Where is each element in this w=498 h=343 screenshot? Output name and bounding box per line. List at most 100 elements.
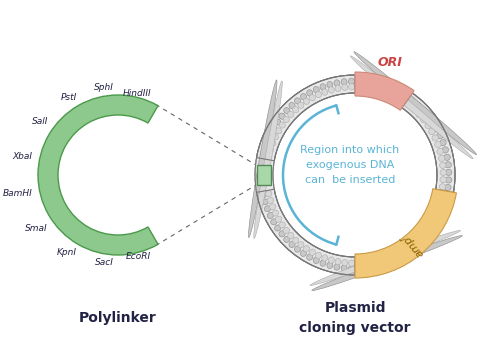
- Text: SmaI: SmaI: [25, 224, 48, 233]
- Text: SphI: SphI: [94, 83, 114, 92]
- Ellipse shape: [309, 95, 315, 101]
- Text: KpnI: KpnI: [57, 248, 77, 257]
- Ellipse shape: [445, 162, 451, 168]
- Ellipse shape: [328, 257, 334, 263]
- Text: Plasmid
cloning vector: Plasmid cloning vector: [299, 301, 411, 335]
- Text: Region into which
exogenous DNA
can  be inserted: Region into which exogenous DNA can be i…: [300, 145, 399, 185]
- Ellipse shape: [292, 106, 299, 113]
- Text: BamHI: BamHI: [2, 189, 32, 199]
- Ellipse shape: [298, 102, 304, 108]
- Ellipse shape: [300, 94, 307, 100]
- Ellipse shape: [283, 117, 289, 123]
- Ellipse shape: [272, 134, 278, 140]
- Ellipse shape: [439, 184, 446, 190]
- Ellipse shape: [315, 92, 322, 98]
- Ellipse shape: [440, 140, 446, 146]
- Ellipse shape: [414, 102, 421, 108]
- Ellipse shape: [433, 126, 440, 132]
- Ellipse shape: [265, 153, 272, 159]
- Ellipse shape: [342, 84, 348, 91]
- Text: SalI: SalI: [32, 117, 48, 126]
- Ellipse shape: [444, 154, 450, 161]
- Ellipse shape: [342, 259, 348, 266]
- Ellipse shape: [288, 233, 294, 239]
- Ellipse shape: [327, 82, 333, 88]
- Text: Polylinker: Polylinker: [79, 311, 157, 325]
- Ellipse shape: [440, 169, 447, 176]
- Ellipse shape: [300, 250, 307, 257]
- Ellipse shape: [289, 103, 295, 109]
- Ellipse shape: [349, 84, 355, 90]
- Ellipse shape: [335, 85, 341, 92]
- Wedge shape: [255, 75, 455, 275]
- Ellipse shape: [275, 216, 282, 222]
- Ellipse shape: [440, 162, 446, 168]
- Ellipse shape: [328, 87, 334, 93]
- Ellipse shape: [322, 89, 328, 95]
- Text: EcoRI: EcoRI: [126, 252, 151, 261]
- Ellipse shape: [294, 246, 301, 252]
- Ellipse shape: [405, 102, 412, 108]
- Ellipse shape: [312, 236, 462, 291]
- Ellipse shape: [279, 231, 285, 237]
- Ellipse shape: [303, 98, 310, 104]
- Ellipse shape: [432, 135, 438, 141]
- Ellipse shape: [335, 258, 341, 265]
- Ellipse shape: [284, 108, 290, 114]
- Wedge shape: [256, 189, 355, 275]
- Ellipse shape: [420, 107, 426, 114]
- Ellipse shape: [269, 204, 276, 210]
- Ellipse shape: [260, 192, 266, 198]
- Ellipse shape: [341, 265, 347, 271]
- Ellipse shape: [437, 148, 443, 154]
- Text: amp$^r$: amp$^r$: [398, 228, 429, 261]
- Ellipse shape: [313, 86, 319, 93]
- Ellipse shape: [309, 249, 315, 256]
- Bar: [257, 165, 271, 185]
- Ellipse shape: [320, 260, 326, 266]
- Ellipse shape: [279, 222, 285, 228]
- Ellipse shape: [267, 147, 273, 153]
- Ellipse shape: [421, 117, 427, 123]
- Ellipse shape: [279, 122, 285, 128]
- Ellipse shape: [264, 138, 271, 144]
- Wedge shape: [256, 75, 355, 161]
- Wedge shape: [355, 189, 457, 278]
- Text: SacI: SacI: [95, 258, 114, 268]
- Ellipse shape: [445, 177, 452, 183]
- Ellipse shape: [409, 97, 415, 104]
- Ellipse shape: [349, 265, 355, 272]
- Ellipse shape: [341, 79, 347, 85]
- Ellipse shape: [269, 140, 276, 146]
- Ellipse shape: [288, 111, 294, 118]
- Ellipse shape: [320, 84, 326, 90]
- Ellipse shape: [289, 241, 295, 248]
- Ellipse shape: [310, 230, 461, 285]
- Ellipse shape: [294, 98, 301, 104]
- Ellipse shape: [303, 246, 310, 252]
- Ellipse shape: [260, 152, 266, 158]
- Wedge shape: [402, 93, 455, 192]
- Ellipse shape: [264, 206, 271, 212]
- Ellipse shape: [274, 119, 281, 125]
- Ellipse shape: [267, 132, 274, 138]
- Ellipse shape: [334, 264, 340, 270]
- Ellipse shape: [298, 242, 304, 248]
- Ellipse shape: [267, 197, 273, 203]
- Ellipse shape: [442, 147, 449, 153]
- Ellipse shape: [445, 169, 452, 176]
- Ellipse shape: [307, 254, 313, 260]
- Ellipse shape: [262, 199, 268, 205]
- Ellipse shape: [249, 80, 277, 238]
- Ellipse shape: [267, 212, 274, 218]
- Text: XbaI: XbaI: [12, 152, 32, 161]
- Ellipse shape: [313, 257, 319, 263]
- Ellipse shape: [351, 56, 473, 159]
- Ellipse shape: [438, 155, 445, 162]
- Ellipse shape: [315, 252, 322, 259]
- Ellipse shape: [425, 122, 431, 129]
- Text: HindIII: HindIII: [123, 89, 151, 98]
- Wedge shape: [38, 95, 158, 255]
- Ellipse shape: [283, 227, 289, 234]
- Ellipse shape: [411, 106, 417, 113]
